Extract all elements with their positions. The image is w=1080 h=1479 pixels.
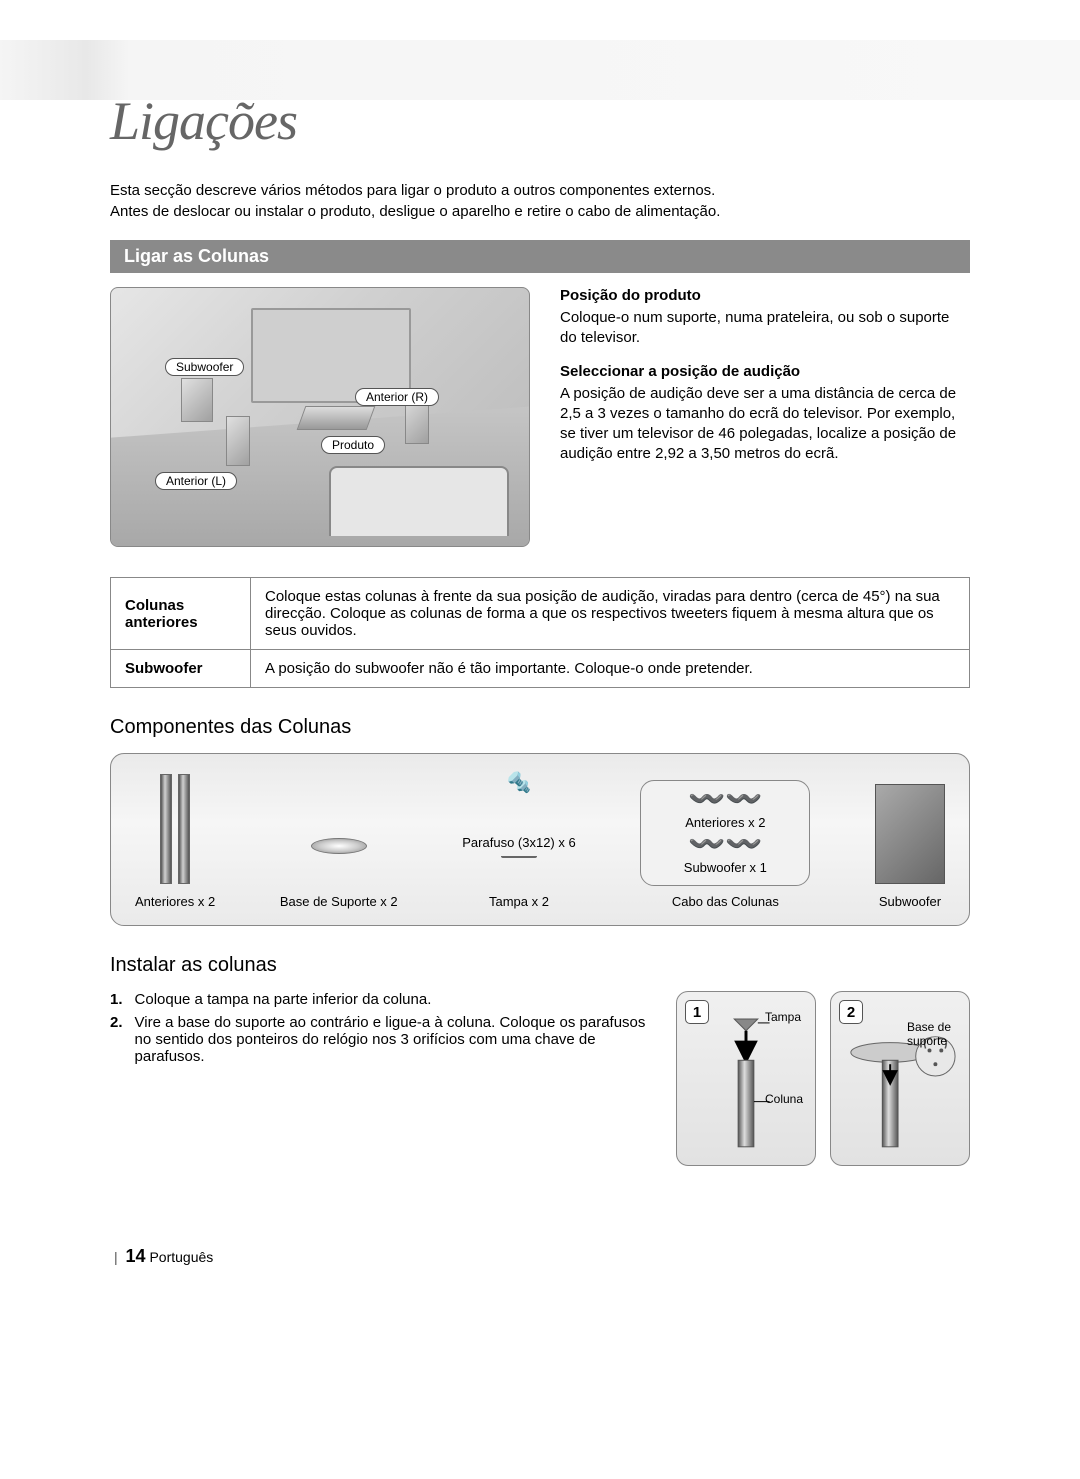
step2-num: 2. [110, 1014, 123, 1065]
caption-cabo-subwoofer: Subwoofer x 1 [684, 860, 767, 875]
table-row: Subwoofer A posição do subwoofer não é t… [111, 650, 970, 688]
table-cell-subwoofer: A posição do subwoofer não é tão importa… [251, 650, 970, 688]
caption-anteriores: Anteriores x 2 [135, 894, 215, 909]
section-heading-connect-speakers: Ligar as Colunas [110, 240, 970, 273]
speaker-left-icon [226, 416, 250, 466]
install-steps: 1. Coloque a tampa na parte inferior da … [110, 991, 656, 1166]
listen-heading: Seleccionar a posição de audição [560, 363, 970, 380]
position-heading: Posição do produto [560, 287, 970, 304]
caption-subwoofer: Subwoofer [879, 894, 941, 909]
base-disc-icon [311, 774, 367, 884]
label-produto: Produto [321, 436, 385, 454]
figure-2: 2 Base de suporte [830, 991, 970, 1166]
install-row: 1. Coloque a tampa na parte inferior da … [110, 991, 970, 1166]
label-anterior-r: Anterior (R) [355, 388, 439, 406]
component-parafuso-tampa: 🔩 Parafuso (3x12) x 6 Tampa x 2 [462, 774, 575, 909]
cap-icon [501, 856, 537, 858]
listen-text: A posição de audição deve ser a uma dist… [560, 384, 970, 465]
position-info: Posição do produto Coloque-o num suporte… [560, 287, 970, 547]
install-figures: 1 Tampa Coluna 2 [676, 991, 970, 1166]
sofa-icon [329, 466, 509, 536]
footer-lang: Português [149, 1249, 213, 1265]
components-panel: Anteriores x 2 Base de Suporte x 2 🔩 Par… [110, 753, 970, 926]
component-cabo: 〰️〰️ Anteriores x 2 〰️〰️ Subwoofer x 1 C… [640, 780, 810, 909]
figure-2-badge: 2 [839, 1000, 863, 1024]
cable-box: 〰️〰️ Anteriores x 2 〰️〰️ Subwoofer x 1 [640, 780, 810, 886]
component-base: Base de Suporte x 2 [280, 774, 398, 909]
cable-icon: 〰️〰️ [688, 836, 763, 854]
fig1-label-coluna: Coluna [765, 1092, 803, 1106]
figure-1-svg [687, 1002, 805, 1152]
screw-cap-icon: 🔩 Parafuso (3x12) x 6 [462, 774, 575, 884]
figure-1: 1 Tampa Coluna [676, 991, 816, 1166]
step2-text: Vire a base do suporte ao contrário e li… [135, 1014, 656, 1065]
page-title: Ligações [110, 90, 970, 152]
intro-block: Esta secção descreve vários métodos para… [110, 180, 970, 222]
label-subwoofer: Subwoofer [165, 358, 244, 376]
table-header-subwoofer: Subwoofer [111, 650, 251, 688]
cable-icon: 〰️〰️ [688, 791, 763, 809]
intro-line-2: Antes de deslocar ou instalar o produto,… [110, 201, 970, 222]
caption-parafuso: Parafuso (3x12) x 6 [462, 835, 575, 850]
caption-tampa: Tampa x 2 [489, 894, 549, 909]
caption-base: Base de Suporte x 2 [280, 894, 398, 909]
figure-1-badge: 1 [685, 1000, 709, 1024]
intro-line-1: Esta secção descreve vários métodos para… [110, 180, 970, 201]
screw-icon: 🔩 [507, 770, 532, 795]
section-heading-install: Instalar as colunas [110, 954, 970, 977]
table-cell-anteriores: Coloque estas colunas à frente da sua po… [251, 578, 970, 650]
position-text: Coloque-o num suporte, numa prateleira, … [560, 308, 970, 349]
step1-text: Coloque a tampa na parte inferior da col… [135, 991, 432, 1008]
page-footer: | 14 Português [110, 1246, 970, 1267]
layout-row: Subwoofer Anterior (R) Produto Anterior … [110, 287, 970, 547]
table-header-anteriores: Colunas anteriores [111, 578, 251, 650]
fig2-label-base: Base de suporte [907, 1020, 957, 1048]
caption-cabo: Cabo das Colunas [672, 894, 779, 909]
tower-speaker-icon [160, 774, 190, 884]
page-number: 14 [126, 1246, 146, 1266]
section-heading-components: Componentes das Colunas [110, 716, 970, 739]
room-diagram: Subwoofer Anterior (R) Produto Anterior … [110, 287, 530, 547]
component-anteriores: Anteriores x 2 [135, 774, 215, 909]
subwoofer-icon [181, 378, 213, 422]
fig1-label-tampa: Tampa [765, 1010, 801, 1024]
speaker-table: Colunas anteriores Coloque estas colunas… [110, 577, 970, 688]
subwoofer-box-icon [875, 774, 945, 884]
page-content: Ligações Esta secção descreve vários mét… [0, 0, 1080, 1327]
label-anterior-l: Anterior (L) [155, 472, 237, 490]
table-row: Colunas anteriores Coloque estas colunas… [111, 578, 970, 650]
component-subwoofer: Subwoofer [875, 774, 945, 909]
step1-num: 1. [110, 991, 123, 1008]
product-icon [297, 406, 376, 430]
